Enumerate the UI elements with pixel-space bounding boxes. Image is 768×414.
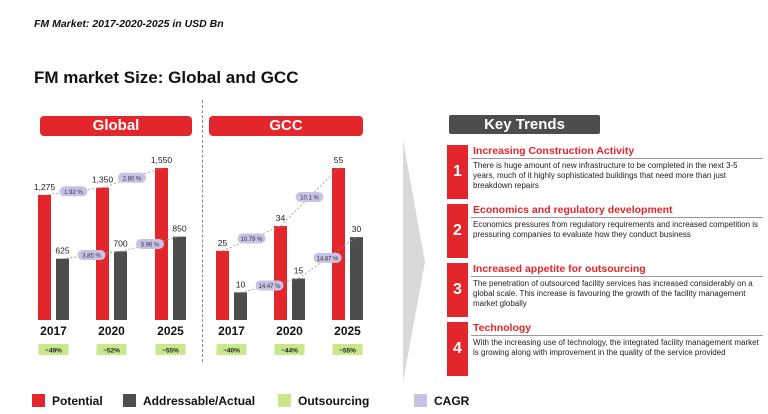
outsourcing-badge [38,344,69,355]
trend-rule [471,158,763,159]
global-header: Global [40,116,192,136]
cagr-pill-potential [295,192,324,203]
trend-text: With the increasing use of technology, t… [473,338,759,357]
legend-label: Outsourcing [298,394,370,408]
legend-swatch-cagr [414,394,427,407]
year-tick-label: 2025 [157,324,184,338]
outsourcing-label: ~40% [223,348,240,355]
data-label-addressable: 700 [113,238,127,248]
data-label-potential: 34 [276,213,286,223]
data-label-potential: 1,550 [151,155,173,165]
trend-title: Increased appetite for outsourcing [473,263,646,275]
legend-swatch-addressable [123,394,136,407]
year-tick-label: 2025 [334,324,361,338]
market-subtitle: FM Market: 2017-2020-2025 in USD Bn [34,18,224,30]
data-label-potential: 1,275 [34,182,56,192]
year-tick-label: 2020 [276,324,303,338]
outsourcing-label: ~55% [339,348,356,355]
bar-potential [332,168,345,320]
outsourcing-badge [155,344,186,355]
data-label-addressable: 30 [352,224,362,234]
trend-number: 2 [447,204,468,258]
outsourcing-badge [96,344,127,355]
legend-label: Addressable/Actual [143,394,256,408]
key-trends-header: Key Trends [449,115,600,134]
outsourcing-badge [216,344,247,355]
data-label-addressable: 10 [236,279,246,289]
data-label-potential: 55 [334,155,344,165]
cagr-pill-potential [118,172,146,183]
trend-rule [471,276,763,277]
trend-item-2: 2 Economics and regulatory development E… [447,204,763,258]
trend-item-1: 1 Increasing Construction Activity There… [447,145,763,199]
data-label-addressable: 850 [172,224,186,234]
bar-addressable [114,251,127,320]
legend-swatch-potential [32,394,45,407]
cagr-label-potential: 10.79 % [240,237,263,243]
outsourcing-label: ~44% [281,348,298,355]
page-title: FM market Size: Global and GCC [34,68,299,87]
data-label-potential: 1,350 [92,175,114,185]
outsourcing-label: ~52% [103,348,120,355]
trend-title: Technology [473,322,532,334]
outsourcing-label: ~49% [45,348,62,355]
trend-item-3: 3 Increased appetite for outsourcing The… [447,263,763,317]
bar-potential [38,194,51,320]
trend-rule [471,217,763,218]
panel-divider [202,100,203,362]
bar-addressable [56,258,69,320]
cagr-line-potential [222,225,281,252]
legend-label: CAGR [434,394,470,408]
cagr-label-addressable: 14.87 % [316,256,339,262]
year-tick-label: 2017 [40,324,67,338]
cagr-pill-addressable [255,280,284,291]
cagr-label-addressable: 3.85 % [82,254,101,260]
cagr-pill-potential [59,186,88,197]
year-tick-label: 2017 [218,324,245,338]
cagr-label-potential: 1.92 % [64,190,83,196]
trend-text: There is huge amount of new infrastructu… [473,161,738,190]
trend-number: 1 [447,145,468,199]
trend-number: 3 [447,263,468,317]
cagr-label-potential: 2.80 % [123,176,142,182]
trend-item-4: 4 Technology With the increasing use of … [447,322,763,376]
trend-number: 4 [447,322,468,376]
bar-addressable [234,292,247,320]
data-label-potential: 25 [218,238,228,248]
trend-text: Economics pressures from regulatory requ… [473,220,759,239]
cagr-label-potential: 10.1 % [300,196,319,202]
legend-label: Potential [52,394,103,408]
data-label-addressable: 15 [294,266,304,276]
bar-addressable [350,237,363,320]
trend-title: Increasing Construction Activity [473,145,635,157]
cagr-pill-potential [237,233,266,244]
legend-swatch-outsourcing [278,394,291,407]
data-label-addressable: 625 [55,246,69,256]
outsourcing-label: ~55% [162,348,179,355]
cagr-label-addressable: 3.96 % [141,243,160,249]
bar-addressable [173,236,186,320]
outsourcing-badge [274,344,305,355]
bar-potential [274,226,287,320]
cagr-label-addressable: 14.47 % [258,284,281,290]
outsourcing-badge [332,344,363,355]
year-tick-label: 2020 [98,324,125,338]
cagr-pill-addressable [313,252,342,263]
trend-text: The penetration of outsourced facility s… [473,279,753,308]
bar-potential [216,250,229,320]
gcc-header: GCC [209,116,363,136]
cagr-pill-addressable [136,239,164,249]
trend-rule [471,335,763,336]
cagr-pill-addressable [77,250,106,261]
trend-title: Economics and regulatory development [473,204,673,216]
bar-addressable [292,278,305,320]
